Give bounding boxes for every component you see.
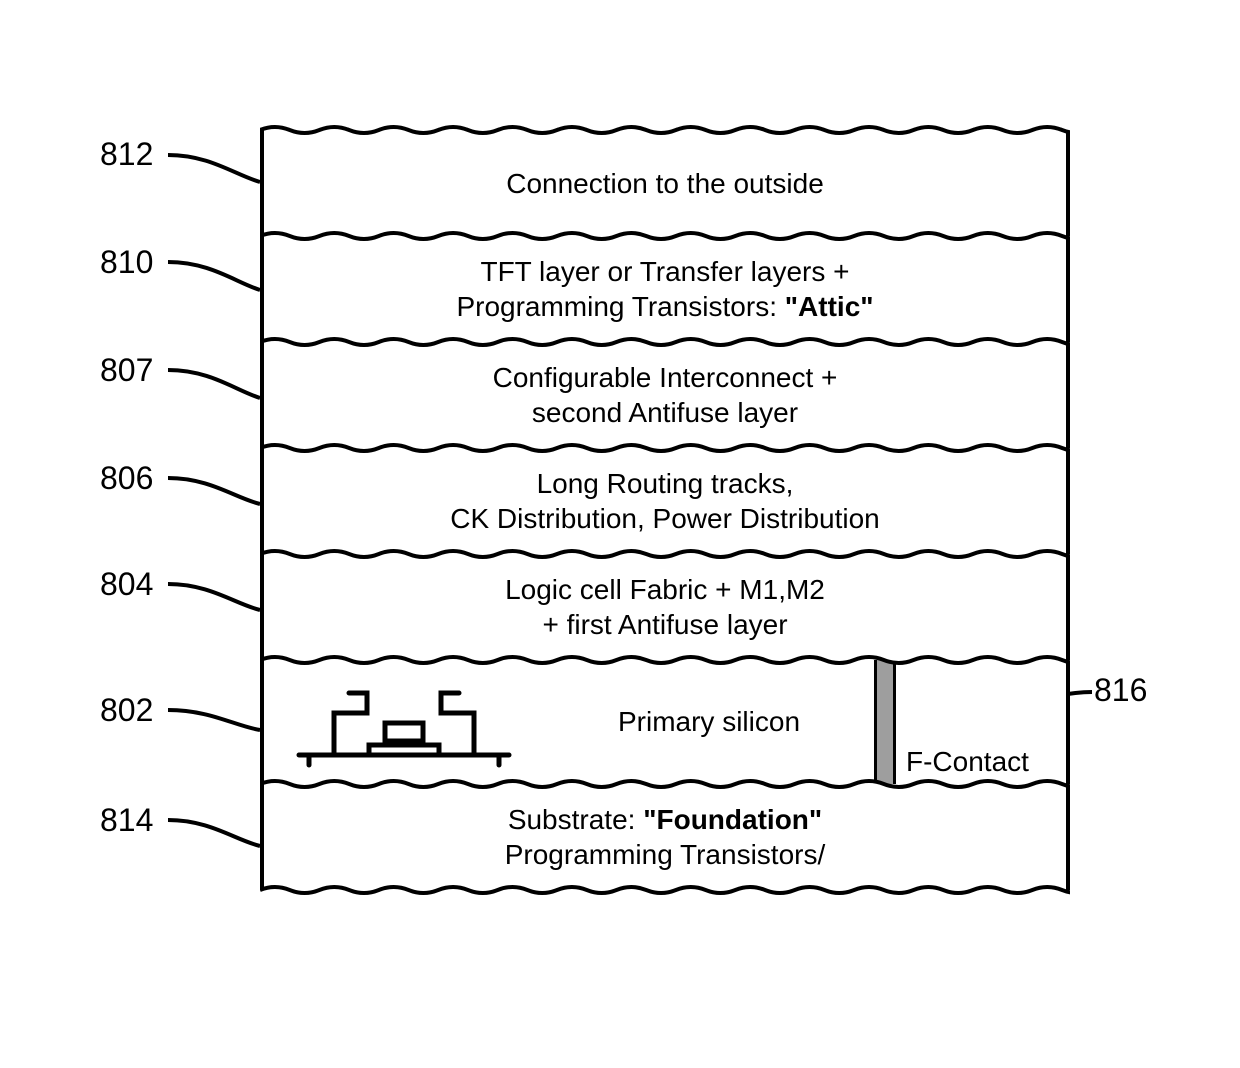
f-contact-label: F-Contact: [896, 660, 1066, 784]
layer-text: Long Routing tracks,CK Distribution, Pow…: [430, 458, 900, 544]
ref-802: 802: [100, 692, 153, 729]
layer-text: Substrate: "Foundation"Programming Trans…: [485, 794, 846, 880]
layer-807: Configurable Interconnect +second Antifu…: [260, 342, 1070, 448]
ref-804: 804: [100, 566, 153, 603]
wavy-separator: [260, 884, 1070, 896]
ref-814: 814: [100, 802, 153, 839]
transistor-icon: [264, 660, 544, 784]
primary-silicon-label: Primary silicon: [544, 660, 874, 784]
layer-stack: Connection to the outside TFT layer or Tr…: [260, 130, 1070, 890]
f-contact-via: [874, 660, 896, 784]
layer-text: Configurable Interconnect +second Antifu…: [473, 352, 858, 438]
layer-814: Substrate: "Foundation"Programming Trans…: [260, 784, 1070, 890]
layer-812: Connection to the outside: [260, 130, 1070, 236]
layer-text: Connection to the outside: [486, 158, 844, 209]
layer-802: Primary siliconF-Contact: [260, 660, 1070, 784]
layer-text: TFT layer or Transfer layers +Programmin…: [436, 246, 893, 332]
wavy-separator: [260, 442, 1070, 454]
primary-silicon-row: Primary siliconF-Contact: [264, 660, 1066, 784]
wavy-separator: [260, 778, 1070, 790]
figure-container: 812 810 807 806 804 802 814 816 Connecti…: [0, 0, 1240, 1068]
ref-807: 807: [100, 352, 153, 389]
layer-text: Logic cell Fabric + M1,M2+ first Antifus…: [485, 564, 845, 650]
wavy-separator: [260, 230, 1070, 242]
ref-810: 810: [100, 244, 153, 281]
wavy-separator: [260, 548, 1070, 560]
ref-806: 806: [100, 460, 153, 497]
wavy-separator: [260, 124, 1070, 136]
layer-804: Logic cell Fabric + M1,M2+ first Antifus…: [260, 554, 1070, 660]
layer-806: Long Routing tracks,CK Distribution, Pow…: [260, 448, 1070, 554]
ref-812: 812: [100, 136, 153, 173]
ref-816: 816: [1094, 672, 1147, 709]
wavy-separator: [260, 336, 1070, 348]
layer-810: TFT layer or Transfer layers +Programmin…: [260, 236, 1070, 342]
